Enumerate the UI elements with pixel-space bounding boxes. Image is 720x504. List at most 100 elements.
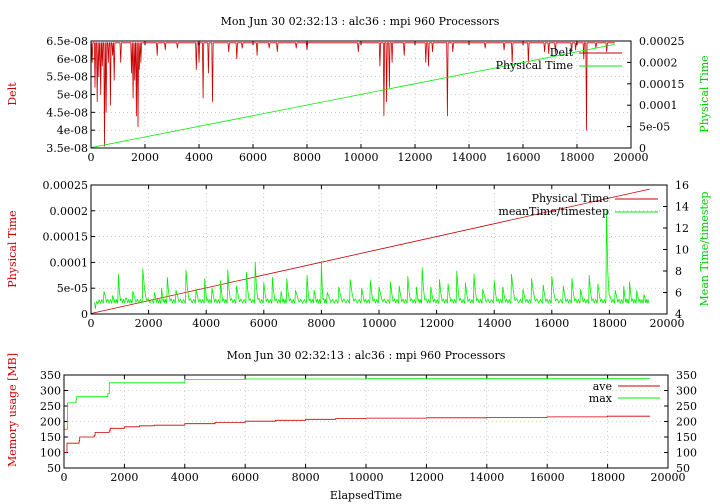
x-tick-label: 2000	[131, 151, 159, 164]
chart-2-frame	[90, 184, 668, 315]
y-tick-label: 200	[40, 416, 61, 429]
y2-tick-label: 12	[675, 222, 689, 235]
y2-tick-label: 14	[675, 201, 689, 214]
x-tick-label: 20000	[651, 471, 686, 484]
chart-2-ylabel: Physical Time	[6, 210, 19, 287]
y2-tick-label: 150	[676, 431, 697, 444]
y-tick-label: 3.5e-08	[46, 142, 88, 155]
y-tick-label: 300	[40, 385, 61, 398]
x-tick-label: 10000	[362, 317, 397, 330]
y2-tick-label: 350	[676, 369, 697, 382]
x-tick-label: 18000	[560, 151, 595, 164]
x-tick-label: 16000	[506, 151, 541, 164]
chart-3-legend: ave max	[589, 380, 660, 405]
y-tick-label: 0.0001	[50, 256, 89, 269]
y2-tick-label: 8	[675, 265, 682, 278]
y2-tick-label: 5e-05	[639, 121, 670, 134]
series-delt-line	[91, 42, 615, 147]
series-mean-time-line	[94, 210, 650, 310]
x-tick-label: 14000	[477, 317, 512, 330]
y2-tick-label: 6	[675, 287, 682, 300]
y-tick-label: 100	[40, 447, 61, 460]
chart-3-ticks: 0 2000 4000 6000 8000 10000 12000 14000 16000 180…	[40, 369, 697, 484]
y-tick-label: 6e-08	[57, 53, 88, 66]
y-tick-label: 5e-08	[57, 89, 88, 102]
y-tick-label: 250	[40, 400, 61, 413]
y-tick-label: 0.00015	[43, 231, 89, 244]
y2-tick-label: 0.00015	[639, 78, 685, 91]
y-tick-label: 4.5e-08	[46, 106, 88, 119]
y-tick-label: 5.5e-08	[46, 71, 88, 84]
x-tick-label: 14000	[452, 151, 487, 164]
x-tick-label: 10000	[344, 151, 379, 164]
y-tick-label: 50	[47, 462, 61, 475]
chart-3-ylabel: Memory usage [MB]	[6, 353, 19, 467]
x-tick-label: 18000	[590, 471, 625, 484]
y2-tick-label: 0.0001	[639, 99, 678, 112]
y2-tick-label: 0.0002	[639, 56, 678, 69]
x-tick-label: 2000	[110, 471, 138, 484]
x-tick-label: 4000	[185, 151, 213, 164]
x-tick-label: 14000	[469, 471, 504, 484]
chart-panel-2: Physical Time Mean Time/timestep 0 2000 40…	[6, 179, 711, 330]
chart-1-y2label: Physical Time	[698, 55, 711, 132]
chart-2-series	[90, 188, 650, 314]
chart-1-legend: Delt Physical Time	[496, 46, 622, 72]
y-tick-label: 0	[81, 308, 88, 321]
x-tick-label: 8000	[292, 471, 320, 484]
legend-1-delt-label: Delt	[550, 46, 574, 59]
x-tick-label: 2000	[135, 317, 163, 330]
y-tick-label: 0.00025	[43, 179, 89, 192]
y2-tick-label: 4	[675, 308, 682, 321]
legend-2-phys-label: Physical Time	[532, 192, 609, 205]
chart-1-frame	[90, 40, 632, 149]
y-tick-label: 5e-05	[57, 282, 88, 295]
chart-2-y2label: Mean Time/timestep	[698, 192, 711, 307]
y-tick-label: 150	[40, 431, 61, 444]
series-max-line	[64, 378, 650, 430]
x-tick-label: 4000	[171, 471, 199, 484]
x-tick-label: 18000	[592, 317, 627, 330]
y2-tick-label: 10	[675, 244, 689, 257]
chart-3-title: Mon Jun 30 02:32:13 : alc36 : mpi 960 Pr…	[227, 349, 506, 362]
chart-3-grid	[64, 375, 668, 468]
x-tick-label: 6000	[239, 151, 267, 164]
chart-3-xlabel: ElapsedTime	[330, 489, 402, 502]
x-tick-label: 0	[88, 151, 95, 164]
chart-2-ticks: 0 2000 4000 6000 8000 10000 12000 14000 16000 180…	[43, 179, 690, 330]
x-tick-label: 6000	[231, 471, 259, 484]
x-tick-label: 16000	[534, 317, 569, 330]
x-tick-label: 20000	[650, 317, 685, 330]
x-tick-label: 8000	[293, 151, 321, 164]
x-tick-label: 4000	[192, 317, 220, 330]
y2-tick-label: 50	[676, 462, 690, 475]
chart-panel-3: Mon Jun 30 02:32:13 : alc36 : mpi 960 Pr…	[6, 349, 697, 502]
y-tick-label: 6.5e-08	[46, 35, 88, 48]
chart-3-series	[64, 378, 651, 453]
x-tick-label: 8000	[307, 317, 335, 330]
legend-1-phys-label: Physical Time	[496, 59, 573, 72]
chart-1-title: Mon Jun 30 02:32:13 : alc36 : mpi 960 Pr…	[221, 15, 500, 28]
x-tick-label: 16000	[530, 471, 565, 484]
chart-panel-1: Mon Jun 30 02:32:13 : alc36 : mpi 960 Pr…	[6, 15, 711, 164]
legend-2-mean-label: meanTime/timestep	[498, 205, 609, 218]
y2-tick-label: 250	[676, 400, 697, 413]
legend-3-ave-label: ave	[593, 380, 612, 393]
chart-3-frame	[63, 374, 669, 469]
chart-1-ylabel: Delt	[6, 82, 19, 106]
y-tick-label: 350	[40, 369, 61, 382]
x-tick-label: 12000	[409, 471, 444, 484]
y2-tick-label: 200	[676, 416, 697, 429]
legend-3-max-label: max	[589, 392, 613, 405]
x-tick-label: 0	[61, 471, 68, 484]
y2-tick-label: 0.00025	[639, 35, 685, 48]
series-physical-time-line	[90, 44, 615, 148]
chart-1-ticks: 0 2000 4000 6000 8000 10000 12000 14000 16000 180…	[46, 35, 684, 164]
y2-tick-label: 0	[639, 142, 646, 155]
y-tick-label: 4e-08	[57, 124, 88, 137]
x-tick-label: 12000	[398, 151, 433, 164]
series-ave-line	[64, 415, 651, 453]
x-tick-label: 6000	[250, 317, 278, 330]
chart-1-series	[90, 42, 615, 148]
